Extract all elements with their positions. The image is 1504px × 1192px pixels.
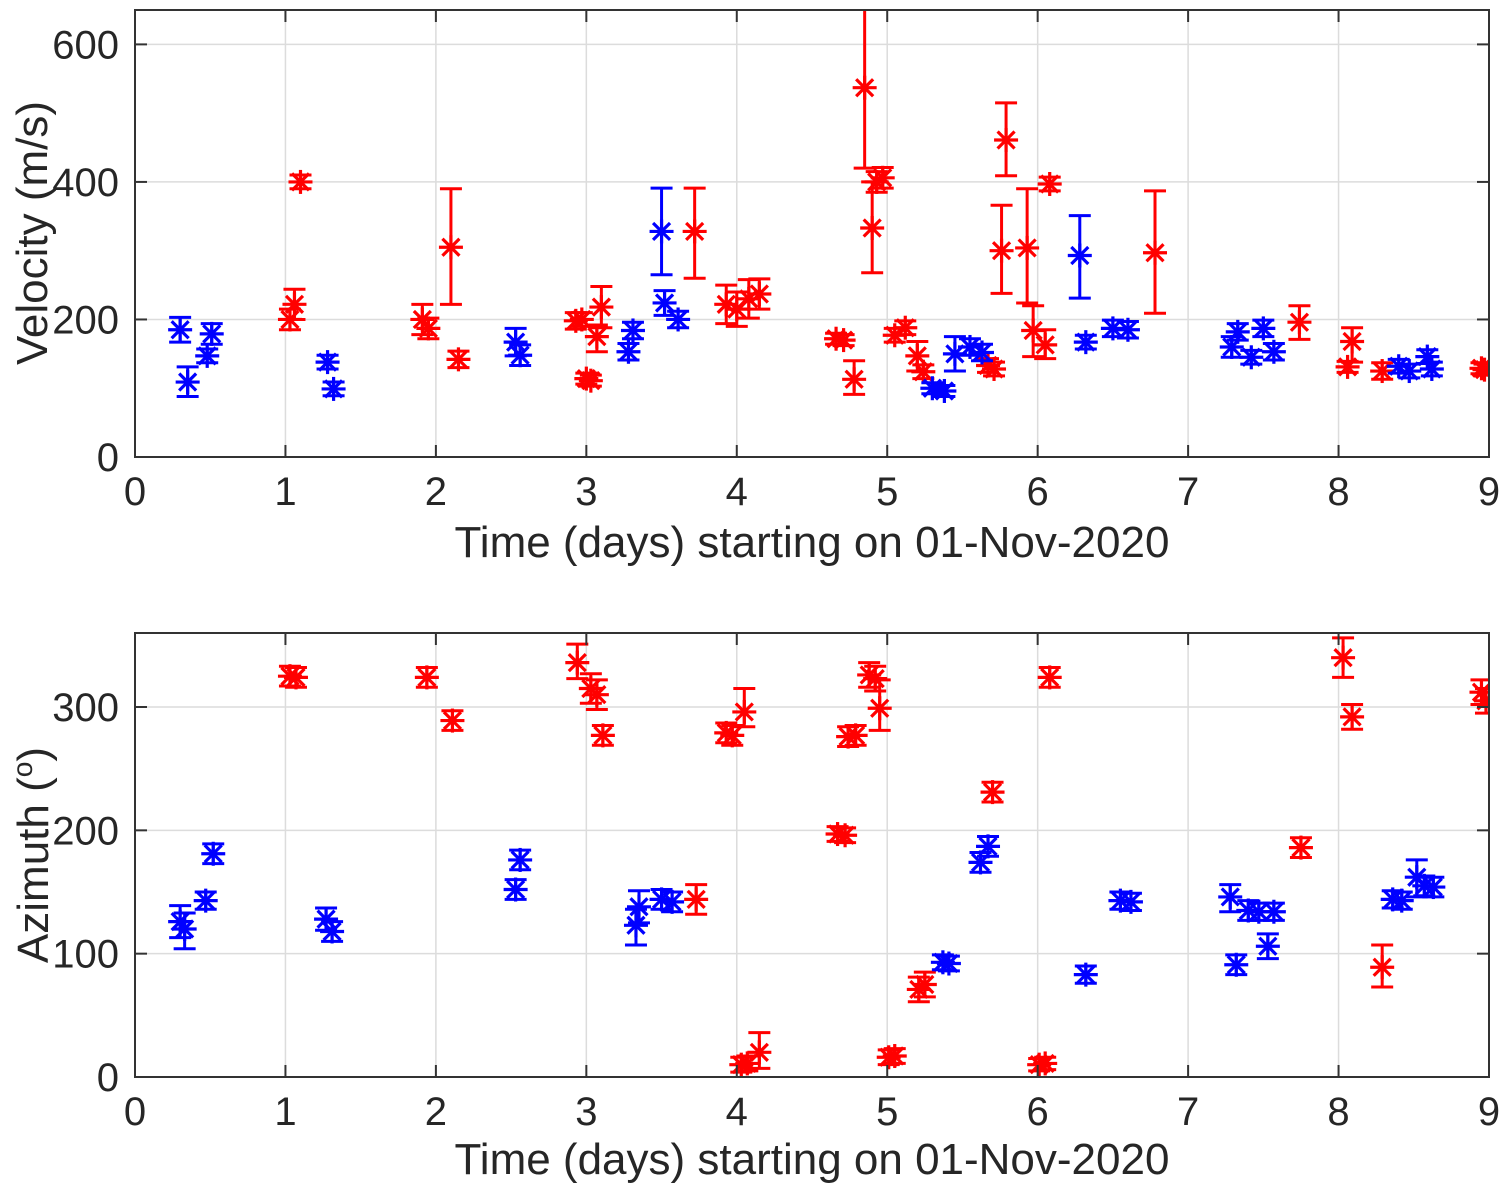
- svg-text:100: 100: [52, 933, 119, 977]
- velocity-y-axis-label: Velocity (m/s): [8, 101, 58, 365]
- svg-text:300: 300: [52, 686, 119, 730]
- svg-text:7: 7: [1177, 1090, 1199, 1134]
- velocity-red-series: [277, 10, 1489, 396]
- svg-text:2: 2: [425, 1090, 447, 1134]
- svg-text:1: 1: [274, 470, 296, 514]
- azimuth-degree-sup: o: [7, 761, 39, 778]
- svg-text:600: 600: [52, 23, 119, 67]
- azimuth-red-series: [277, 636, 1489, 1077]
- azimuth-blue-series: [168, 834, 1446, 987]
- svg-text:6: 6: [1027, 470, 1049, 514]
- velocity-data: [168, 10, 1489, 403]
- svg-text:0: 0: [124, 1090, 146, 1134]
- svg-text:0: 0: [97, 1056, 119, 1100]
- azimuth-y-axis-label: Azimuth (o): [7, 747, 59, 963]
- svg-text:7: 7: [1177, 470, 1199, 514]
- azimuth-y-axis-label-suffix: ): [8, 746, 58, 762]
- svg-text:0: 0: [124, 470, 146, 514]
- svg-text:3: 3: [575, 470, 597, 514]
- svg-text:3: 3: [575, 1090, 597, 1134]
- velocity-y-axis-label-text: Velocity (m/s): [8, 100, 57, 366]
- svg-text:4: 4: [726, 470, 748, 514]
- svg-text:0: 0: [97, 436, 119, 480]
- azimuth-tick-labels: 0 1 2 3 4 5 6 7 8 9 0 100 200 300: [52, 686, 1500, 1134]
- velocity-x-axis-label-text: Time (days) starting on 01-Nov-2020: [454, 518, 1170, 567]
- azimuth-x-axis-label: Time (days) starting on 01-Nov-2020: [455, 1135, 1170, 1185]
- svg-text:200: 200: [52, 809, 119, 853]
- svg-text:8: 8: [1327, 1090, 1349, 1134]
- azimuth-y-axis-label-prefix: Azimuth (: [8, 777, 58, 964]
- svg-text:2: 2: [425, 470, 447, 514]
- azimuth-grid: [135, 633, 1489, 1077]
- svg-text:1: 1: [274, 1090, 296, 1134]
- velocity-tick-labels: 0 1 2 3 4 5 6 7 8 9 0 200 400 600: [52, 23, 1500, 514]
- azimuth-x-axis-label-text: Time (days) starting on 01-Nov-2020: [454, 1135, 1170, 1184]
- svg-text:9: 9: [1478, 1090, 1500, 1134]
- svg-text:200: 200: [52, 298, 119, 342]
- svg-text:4: 4: [726, 1090, 748, 1134]
- velocity-blue-series: [168, 186, 1444, 403]
- svg-text:400: 400: [52, 161, 119, 205]
- svg-text:6: 6: [1027, 1090, 1049, 1134]
- svg-text:5: 5: [876, 1090, 898, 1134]
- svg-text:8: 8: [1327, 470, 1349, 514]
- svg-text:5: 5: [876, 470, 898, 514]
- azimuth-data: [168, 636, 1489, 1077]
- velocity-x-axis-label: Time (days) starting on 01-Nov-2020: [455, 518, 1170, 568]
- velocity-axes: [134, 9, 1490, 458]
- azimuth-axes: [134, 632, 1490, 1078]
- svg-text:9: 9: [1478, 470, 1500, 514]
